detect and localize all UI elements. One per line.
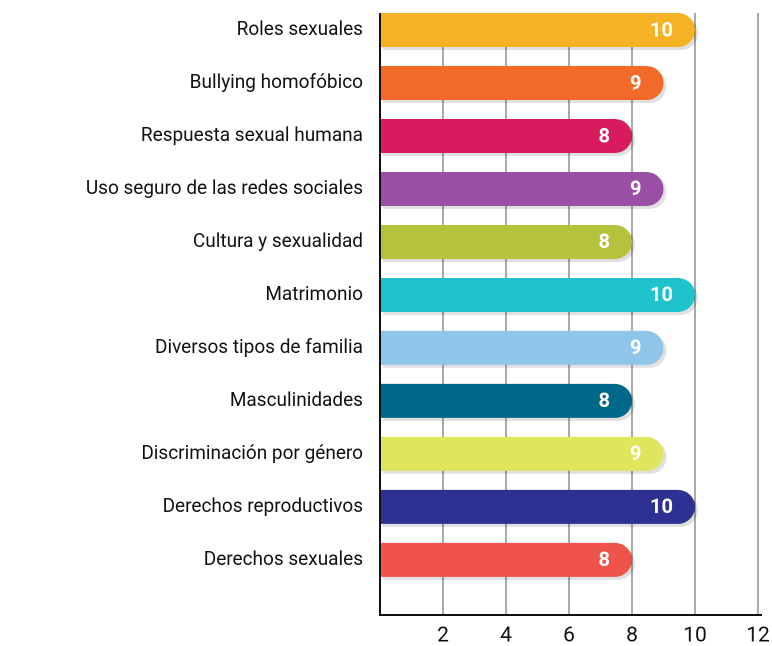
x-tick-label: 6 xyxy=(563,624,575,646)
value-label: 10 xyxy=(650,282,673,306)
bar xyxy=(380,65,664,100)
value-label: 9 xyxy=(630,335,641,359)
bar xyxy=(380,330,664,365)
value-label: 8 xyxy=(599,547,610,571)
bar xyxy=(380,224,633,259)
bar xyxy=(380,436,664,471)
x-tick-label: 4 xyxy=(500,624,512,646)
x-tick-label: 10 xyxy=(683,624,707,646)
category-label: Masculinidades xyxy=(230,388,363,411)
bar xyxy=(380,171,664,206)
bar xyxy=(380,277,695,312)
value-label: 9 xyxy=(630,176,641,200)
category-label: Bullying homofóbico xyxy=(190,70,363,93)
bar xyxy=(380,13,695,47)
bar xyxy=(380,489,696,524)
bar xyxy=(380,542,632,577)
category-label: Derechos sexuales xyxy=(204,547,363,570)
x-tick-label: 8 xyxy=(626,624,638,646)
category-label: Cultura y sexualidad xyxy=(193,229,363,252)
value-label: 8 xyxy=(599,123,610,147)
category-label: Derechos reproductivos xyxy=(163,494,363,517)
category-label: Roles sexuales xyxy=(237,17,363,40)
value-label: 8 xyxy=(599,229,610,253)
category-label: Diversos tipos de familia xyxy=(155,335,363,358)
x-tick-label: 12 xyxy=(746,624,770,646)
category-label: Uso seguro de las redes sociales xyxy=(86,176,363,199)
x-tick-label: 2 xyxy=(437,624,449,646)
value-label: 8 xyxy=(599,388,610,412)
category-label: Respuesta sexual humana xyxy=(141,123,363,146)
category-label: Matrimonio xyxy=(265,282,363,305)
bar xyxy=(380,118,632,153)
value-label: 9 xyxy=(630,441,641,465)
category-label: Discriminación por género xyxy=(141,441,363,464)
value-label: 10 xyxy=(650,17,673,41)
value-label: 10 xyxy=(650,494,673,518)
value-label: 9 xyxy=(630,70,641,94)
bar xyxy=(380,383,632,418)
